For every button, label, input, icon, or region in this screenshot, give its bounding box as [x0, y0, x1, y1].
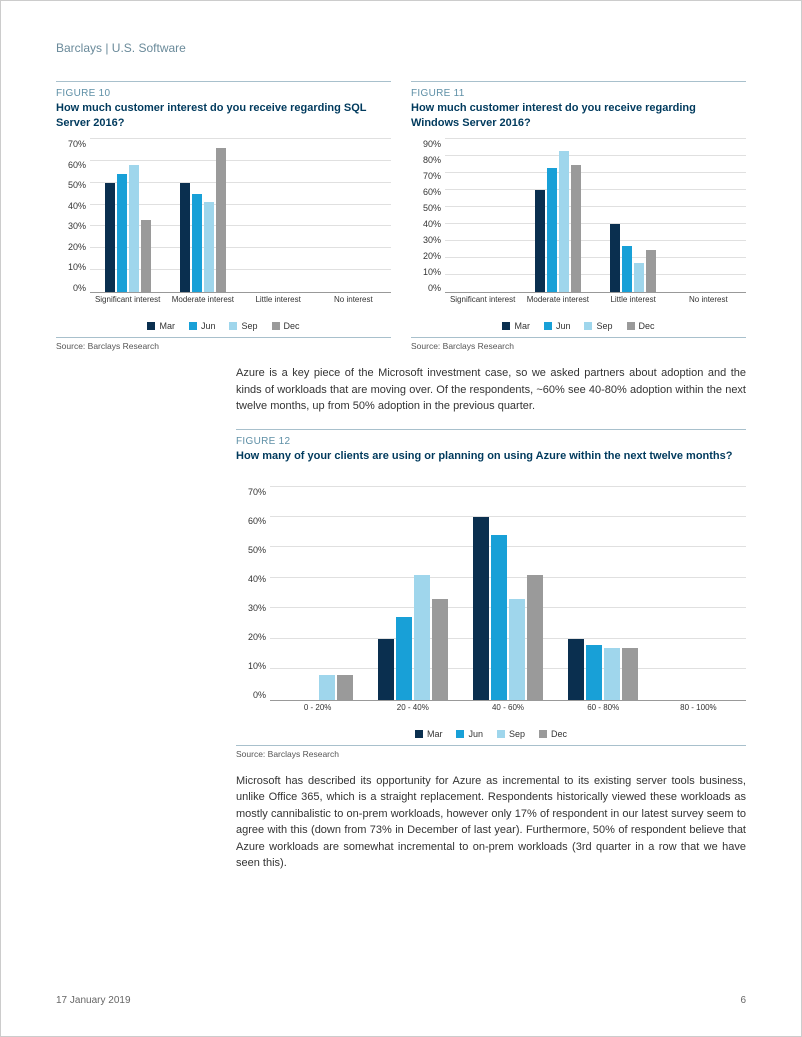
figure-10-title: How much customer interest do you receiv…	[56, 101, 391, 131]
paragraph-1: Azure is a key piece of the Microsoft in…	[236, 365, 746, 415]
figure-12-chart: 70%60%50%40%30%20%10%0%0 - 20%20 - 40%40…	[236, 487, 746, 727]
figure-11-num: FIGURE 11	[411, 88, 746, 99]
page-footer: 17 January 2019 6	[56, 987, 746, 1006]
figure-10-legend: MarJunSepDec	[56, 321, 391, 331]
page-header: Barclays | U.S. Software	[56, 41, 746, 61]
figure-10-chart: 70%60%50%40%30%20%10%0%Significant inter…	[56, 139, 391, 319]
footer-date: 17 January 2019	[56, 995, 131, 1006]
figure-10-source: Source: Barclays Research	[56, 337, 391, 351]
figure-12-legend: MarJunSepDec	[236, 729, 746, 739]
figure-12: FIGURE 12 How many of your clients are u…	[236, 429, 746, 759]
figure-11-legend: MarJunSepDec	[411, 321, 746, 331]
figure-12-num: FIGURE 12	[236, 436, 746, 447]
figure-12-title: How many of your clients are using or pl…	[236, 449, 746, 479]
figure-11: FIGURE 11 How much customer interest do …	[411, 81, 746, 351]
figure-11-source: Source: Barclays Research	[411, 337, 746, 351]
paragraph-2: Microsoft has described its opportunity …	[236, 773, 746, 872]
figure-11-title: How much customer interest do you receiv…	[411, 101, 746, 131]
figure-11-chart: 90%80%70%60%50%40%30%20%10%0%Significant…	[411, 139, 746, 319]
footer-page: 6	[740, 995, 746, 1006]
figure-12-source: Source: Barclays Research	[236, 745, 746, 759]
figure-10: FIGURE 10 How much customer interest do …	[56, 81, 391, 351]
figure-10-num: FIGURE 10	[56, 88, 391, 99]
